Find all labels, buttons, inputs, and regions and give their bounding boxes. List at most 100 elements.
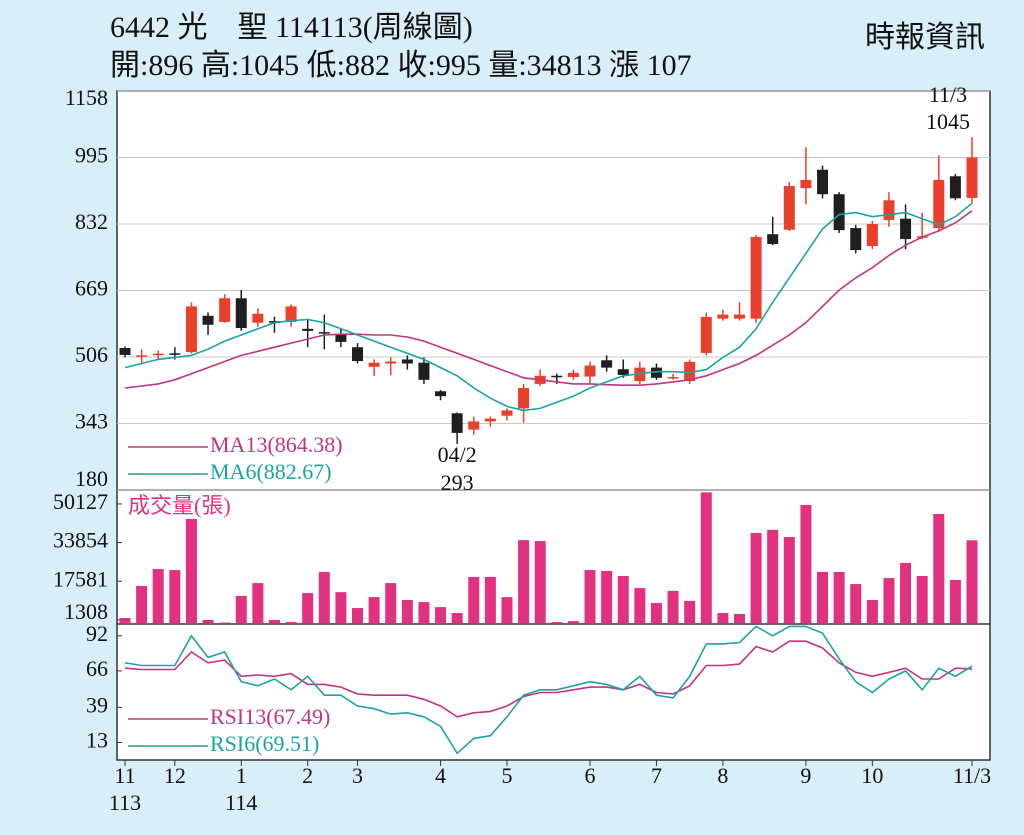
candle-body [817, 169, 829, 195]
candle-body [684, 361, 696, 382]
title: 6442 光 聖 114113(周線圖) [110, 11, 473, 44]
volume-bar [883, 578, 895, 623]
candle-body [650, 367, 662, 378]
candle-body [468, 421, 480, 430]
candle-body [335, 334, 347, 342]
x-tick-label: 7 [651, 763, 662, 788]
y-tick-label: 17581 [53, 566, 108, 591]
candle-body [318, 332, 330, 334]
volume-bar [235, 595, 247, 623]
y-tick-label: 343 [75, 409, 108, 434]
volume-bar [767, 529, 779, 623]
volume-bar [601, 570, 613, 623]
volume-bar [567, 621, 579, 623]
x-tick-label: 11/3 [953, 763, 991, 788]
volume-bar [900, 562, 912, 623]
volume-bar [501, 597, 513, 623]
candle-body [352, 347, 364, 362]
y-tick-label: 995 [75, 143, 108, 168]
volume-bar [800, 504, 812, 623]
candle-body [750, 237, 762, 319]
volume-bar [468, 576, 480, 623]
volume-bar [584, 570, 596, 623]
y-tick-label: 180 [75, 466, 108, 491]
candle-body [501, 410, 513, 416]
volume-bar [368, 597, 380, 623]
volume-bar [833, 571, 845, 623]
annotation-date: 11/3 [929, 82, 967, 107]
annotation-value: 293 [441, 470, 474, 495]
volume-bar [435, 607, 447, 623]
volume-bar [318, 571, 330, 623]
x-tick-label: 5 [501, 763, 512, 788]
volume-bar [534, 541, 546, 623]
ma-line [124, 202, 973, 412]
volume-bar [617, 575, 629, 623]
x-tick-label: 11 [114, 763, 135, 788]
volume-bar [136, 585, 148, 623]
candle-body [368, 362, 380, 367]
candle-body [169, 353, 181, 355]
volume-bar [733, 613, 745, 623]
y-tick-label: 832 [75, 209, 108, 234]
candle-body [767, 234, 779, 244]
candle-body [800, 179, 812, 189]
candle-body [850, 228, 862, 251]
plot-area [116, 90, 991, 761]
source: 時報資訊 [865, 21, 985, 54]
candle-body [451, 413, 463, 433]
volume-bar [817, 571, 829, 623]
candle-body [601, 360, 613, 368]
volume-bar [302, 593, 314, 623]
year-label: 113 [109, 790, 141, 815]
candle-body [900, 218, 912, 240]
candle-body [833, 194, 845, 231]
candle-body [252, 313, 264, 323]
volume-bar [717, 613, 729, 623]
legend-label: MA6(882.67) [210, 459, 332, 484]
x-tick-label: 6 [585, 763, 596, 788]
rsi-line [124, 640, 973, 718]
candle-body [235, 298, 247, 329]
volume-bar [268, 619, 280, 623]
volume-bar [551, 622, 563, 623]
y-tick-label: 92 [86, 621, 108, 646]
volume-bar [750, 532, 762, 623]
candle-body [435, 391, 447, 397]
rsi-line [124, 625, 973, 755]
candle-body [119, 348, 131, 355]
candle-body [866, 224, 878, 247]
volume-bar [451, 613, 463, 623]
y-tick-label: 39 [86, 692, 108, 717]
volume-bar [252, 583, 264, 623]
candle-body [933, 179, 945, 229]
legend-label: MA13(864.38) [210, 432, 343, 457]
volume-bar [401, 599, 413, 623]
candle-body [285, 306, 297, 322]
volume-bar [285, 622, 297, 623]
volume-bar [418, 602, 430, 623]
x-tick-label: 10 [861, 763, 883, 788]
volume-bar [933, 513, 945, 623]
candle-body [401, 359, 413, 364]
volume-bar [684, 600, 696, 623]
y-tick-label: 1158 [65, 85, 108, 110]
y-tick-label: 50127 [53, 489, 108, 514]
candle-body [567, 372, 579, 377]
volume-bar [949, 580, 961, 623]
candle-body [883, 200, 895, 220]
y-tick-label: 33854 [53, 528, 108, 553]
y-tick-label: 506 [75, 342, 108, 367]
panel-title: 成交量(張) [128, 493, 231, 518]
x-tick-label: 3 [352, 763, 363, 788]
x-tick-label: 12 [164, 763, 186, 788]
annotation-value: 1045 [926, 109, 970, 134]
volume-bar [667, 590, 679, 623]
candle-body [717, 314, 729, 319]
volume-bar [850, 584, 862, 623]
legend-label: RSI6(69.51) [210, 731, 319, 756]
candle-body [617, 369, 629, 375]
volume-bar [866, 599, 878, 623]
